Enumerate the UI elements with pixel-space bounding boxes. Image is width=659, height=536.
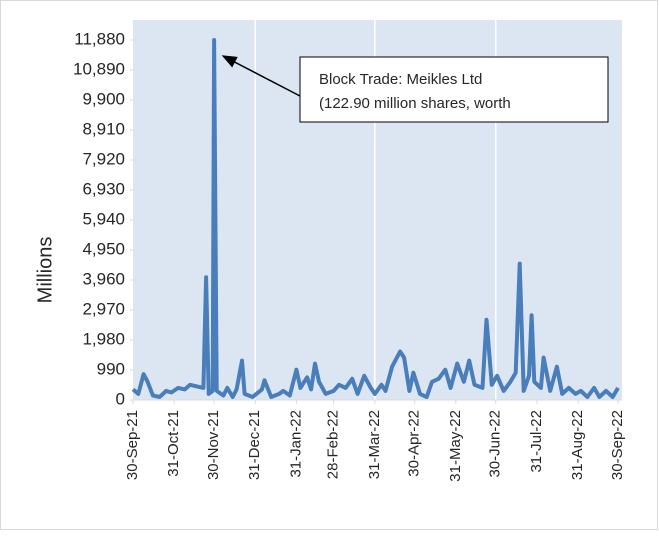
y-tick-label: 2,970 bbox=[82, 299, 125, 318]
x-tick-label: 31-Dec-21 bbox=[246, 410, 263, 480]
y-tick-label: 1,980 bbox=[82, 329, 125, 348]
y-tick-label: 5,940 bbox=[82, 209, 125, 228]
y-tick-label: 4,950 bbox=[82, 239, 125, 258]
x-tick-label: 31-Jul-22 bbox=[528, 410, 545, 473]
x-tick-label: 31-May-22 bbox=[447, 410, 464, 482]
x-tick-label: 31-Aug-22 bbox=[569, 410, 586, 480]
y-tick-label: 10,890 bbox=[73, 59, 125, 78]
x-tick-label: 31-Jan-22 bbox=[287, 410, 304, 478]
annotation-text: Block Trade: Meikles Ltd bbox=[319, 71, 482, 88]
annotation-box bbox=[299, 56, 609, 123]
y-tick-label: 3,960 bbox=[82, 269, 125, 288]
x-tick-label: 30-Sep-22 bbox=[609, 410, 626, 480]
series-line bbox=[131, 38, 620, 399]
y-tick-label: 6,930 bbox=[82, 179, 125, 198]
annotation-arrow bbox=[221, 55, 301, 97]
y-tick-label: 8,910 bbox=[82, 119, 125, 138]
y-tick-label: 7,920 bbox=[82, 149, 125, 168]
x-tick-label: 31-Oct-21 bbox=[165, 410, 182, 477]
annotation-text: (122.90 million shares, worth bbox=[319, 95, 511, 112]
x-tick-label: 30-Nov-21 bbox=[205, 410, 222, 480]
x-tick-label: 30-Apr-22 bbox=[406, 410, 423, 477]
y-tick-label: 0 bbox=[116, 389, 125, 408]
x-tick-label: 30-Jun-22 bbox=[487, 410, 504, 478]
x-tick-label: 31-Mar-22 bbox=[366, 410, 383, 479]
y-axis-label: Millions bbox=[34, 237, 56, 304]
y-tick-label: 9,900 bbox=[82, 89, 125, 108]
x-tick-label: 30-Sep-21 bbox=[124, 410, 141, 480]
y-tick-label: 990 bbox=[97, 359, 125, 378]
y-tick-label: 11,880 bbox=[74, 29, 125, 48]
x-tick-label: 28-Feb-22 bbox=[325, 410, 342, 479]
